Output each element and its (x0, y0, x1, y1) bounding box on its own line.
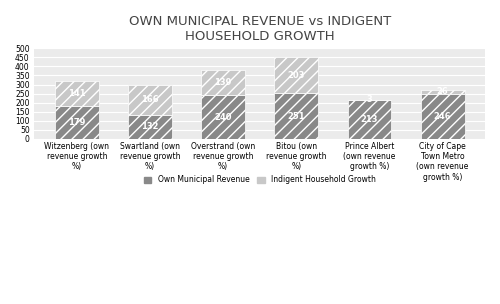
Text: 26: 26 (436, 88, 448, 96)
Bar (55, 81, 99, 106)
Bar (420, 94, 465, 139)
Text: 251: 251 (288, 112, 305, 121)
Bar (348, 100, 392, 139)
Bar (274, 93, 318, 139)
Text: 132: 132 (142, 123, 159, 131)
Text: 213: 213 (360, 115, 378, 124)
Bar (420, 90, 465, 94)
Text: 166: 166 (141, 95, 159, 104)
Text: 139: 139 (214, 78, 232, 87)
Text: 141: 141 (68, 89, 86, 98)
Text: 3: 3 (366, 95, 372, 105)
Legend: Own Municipal Revenue, Indigent Household Growth: Own Municipal Revenue, Indigent Househol… (141, 172, 378, 188)
Text: 203: 203 (288, 71, 305, 80)
Bar (128, 85, 172, 115)
Bar (55, 106, 99, 139)
Text: 179: 179 (68, 118, 86, 127)
Bar (128, 115, 172, 139)
Bar (274, 57, 318, 93)
Bar (201, 95, 245, 139)
Title: OWN MUNICIPAL REVENUE vs INDIGENT
HOUSEHOLD GROWTH: OWN MUNICIPAL REVENUE vs INDIGENT HOUSEH… (128, 15, 391, 43)
Text: 240: 240 (214, 112, 232, 122)
Text: 246: 246 (434, 112, 452, 121)
Bar (201, 70, 245, 95)
